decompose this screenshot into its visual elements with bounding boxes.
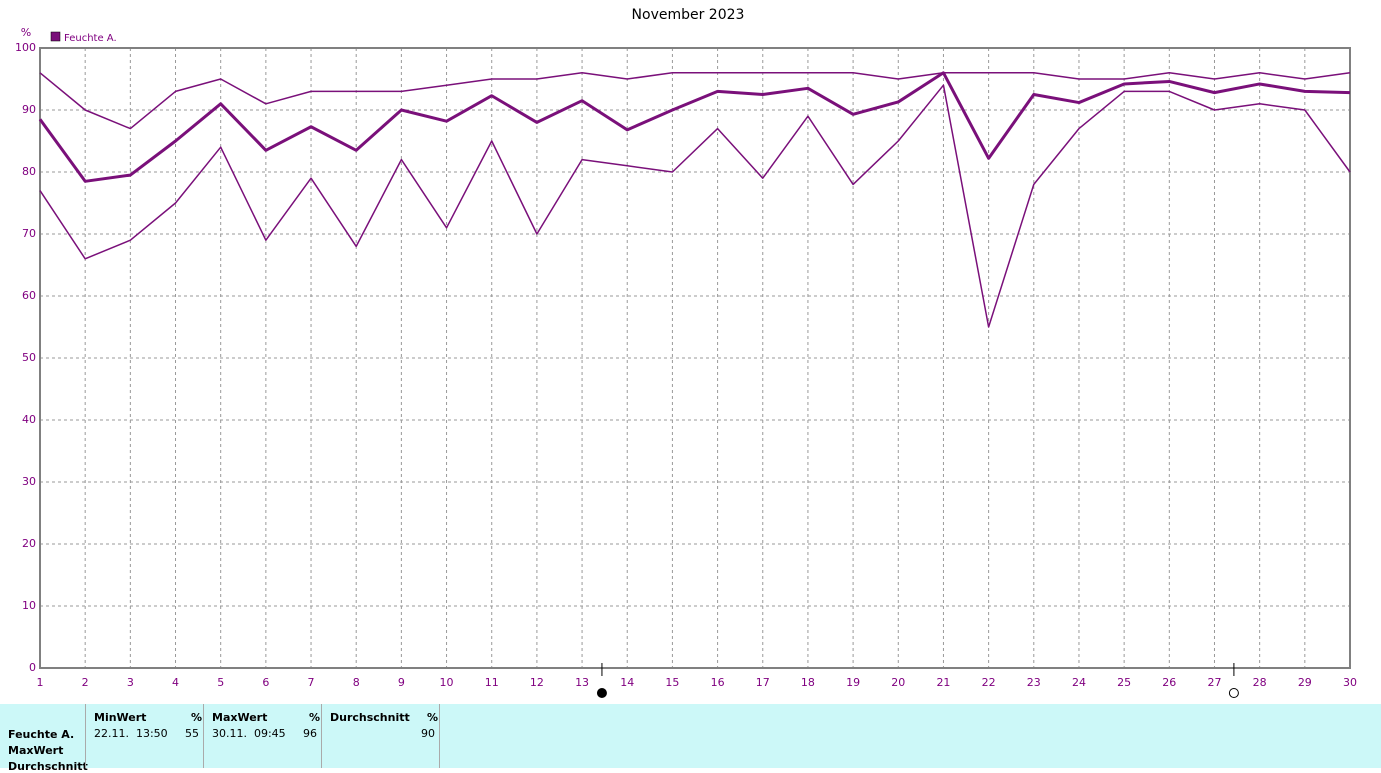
x-tick-label: 8: [353, 676, 360, 689]
stats-table: Feuchte A. MaxWert Durchschnitt MinWert% 22.…: [0, 704, 1381, 773]
data-line: [39, 72, 1351, 130]
y-tick-label: 40: [22, 413, 36, 426]
value-cell: 55: [185, 727, 199, 740]
x-tick-label: 7: [308, 676, 315, 689]
y-tick-label: 10: [22, 599, 36, 612]
x-tick-label: 19: [846, 676, 860, 689]
x-tick-label: 22: [982, 676, 996, 689]
y-tick-label: 60: [22, 289, 36, 302]
x-tick-label: 10: [440, 676, 454, 689]
x-tick-label: 27: [1207, 676, 1221, 689]
x-tick-label: 11: [485, 676, 499, 689]
x-tick-label: 28: [1253, 676, 1267, 689]
row-label: Durchschnitt: [8, 760, 88, 773]
x-tick-label: 15: [665, 676, 679, 689]
data-line: [38, 71, 1351, 183]
x-tick-label: 2: [82, 676, 89, 689]
column-separator: [439, 704, 440, 768]
x-tick-label: 13: [575, 676, 589, 689]
y-axis-label: %: [21, 26, 31, 39]
row-label: MaxWert: [8, 744, 64, 757]
chart-title: November 2023: [632, 7, 745, 23]
moon-phase: [1228, 688, 1239, 698]
x-tick-label: 14: [620, 676, 634, 689]
moon-phase: [596, 688, 607, 698]
x-tick-label: 9: [398, 676, 405, 689]
x-tick-label: 26: [1162, 676, 1176, 689]
x-tick-label: 3: [127, 676, 134, 689]
x-tick-label: 25: [1117, 676, 1131, 689]
plot-frame: [39, 47, 1351, 669]
legend-swatch: [50, 31, 61, 42]
column-unit: %: [191, 711, 203, 724]
y-tick-label: 50: [22, 351, 36, 364]
column-separator: [203, 704, 204, 768]
x-tick-label: 12: [530, 676, 544, 689]
x-tick-label: 4: [172, 676, 179, 689]
column-separator: [321, 704, 322, 768]
time-cell: 30.11. 09:45: [212, 727, 286, 740]
x-tick-label: 24: [1072, 676, 1086, 689]
column-separator: [85, 704, 86, 768]
y-tick-label: 80: [22, 165, 36, 178]
y-tick-label: 30: [22, 475, 36, 488]
y-tick-label: 100: [15, 41, 36, 54]
column-unit: %: [309, 711, 321, 724]
x-tick-label: 29: [1298, 676, 1312, 689]
chart: November 2023 % Feuchte A. 0 10 20 30 40 50 60…: [15, 7, 1357, 698]
x-tick-label: 20: [891, 676, 905, 689]
y-tick-label: 0: [29, 661, 36, 674]
legend-label: Feuchte A.: [64, 33, 117, 44]
x-tick-label: 30: [1343, 676, 1357, 689]
row-label: Feuchte A.: [8, 728, 75, 741]
x-tick-label: 5: [217, 676, 224, 689]
x-tick-label: 6: [262, 676, 269, 689]
x-tick-label: 16: [711, 676, 725, 689]
column-header: MaxWert: [212, 711, 268, 724]
y-tick-label: 70: [22, 227, 36, 240]
x-tick-label: 23: [1027, 676, 1041, 689]
value-cell: 96: [303, 727, 317, 740]
y-tick-label: 20: [22, 537, 36, 550]
x-tick-label: 18: [801, 676, 815, 689]
data-line: [39, 84, 1351, 328]
time-cell: 22.11. 13:50: [94, 727, 168, 740]
column-unit: %: [427, 711, 439, 724]
x-tick-label: 21: [936, 676, 950, 689]
column-header: Durchschnitt: [330, 711, 410, 724]
value-cell: 90: [421, 727, 435, 740]
x-tick-label: 1: [37, 676, 44, 689]
y-tick-label: 90: [22, 103, 36, 116]
column-header: MinWert: [94, 711, 147, 724]
x-tick-label: 17: [756, 676, 770, 689]
